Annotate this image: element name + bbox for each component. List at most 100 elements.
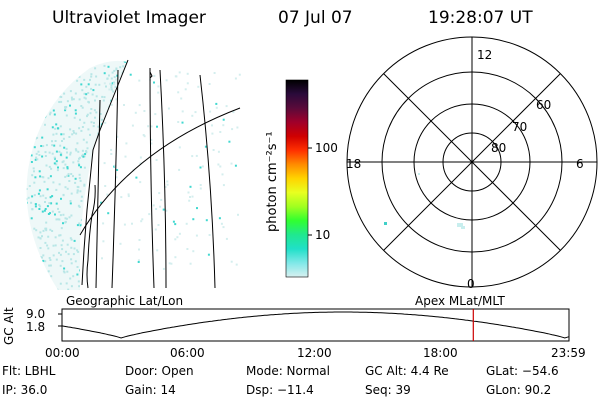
uv-pixel	[79, 179, 82, 182]
uv-pixel	[119, 202, 121, 205]
uv-pixel	[61, 239, 64, 242]
uv-pixel	[66, 166, 69, 169]
uv-pixel	[110, 289, 113, 290]
uv-pixel	[120, 135, 122, 138]
uv-pixel	[92, 159, 95, 162]
uv-pixel	[112, 83, 115, 86]
uv-pixel	[208, 83, 211, 85]
uv-pixel	[38, 274, 41, 277]
uv-pixel	[80, 219, 83, 221]
uv-pixel	[71, 98, 74, 101]
uv-pixel	[113, 76, 116, 78]
uv-pixel	[28, 123, 31, 126]
uv-pixel	[49, 228, 52, 231]
uv-pixel	[83, 78, 86, 81]
uv-pixel	[103, 281, 106, 284]
uv-emission-region	[26, 60, 128, 290]
uv-pixel	[74, 68, 77, 71]
uv-pixel	[91, 262, 94, 265]
uv-pixel	[75, 60, 78, 63]
uv-pixel	[53, 162, 56, 165]
uv-pixel	[55, 188, 58, 191]
uv-pixel	[105, 225, 108, 228]
uv-pixel	[70, 285, 73, 288]
uv-pixel	[31, 85, 34, 88]
uv-pixel	[148, 213, 151, 216]
uv-pixel	[24, 190, 26, 192]
uv-pixel	[59, 153, 62, 156]
uv-pixel	[90, 196, 93, 199]
uv-pixel	[49, 111, 52, 114]
uv-pixel	[119, 209, 122, 212]
uv-pixel	[68, 216, 71, 219]
uv-pixel	[30, 217, 33, 220]
uv-pixel	[41, 155, 44, 158]
uv-pixel	[36, 158, 39, 161]
uv-pixel	[111, 178, 114, 181]
uv-pixel	[211, 124, 213, 127]
uv-pixel	[125, 284, 128, 287]
uv-pixel	[36, 87, 39, 90]
uv-pixel	[128, 162, 130, 164]
uv-pixel	[92, 243, 95, 246]
uv-pixel	[44, 260, 47, 263]
uv-pixel	[101, 158, 104, 161]
uv-pixel	[49, 264, 52, 267]
uv-pixel	[28, 268, 31, 271]
altitude-plot-frame	[61, 308, 570, 342]
uv-pixel	[103, 129, 106, 132]
uv-pixel	[64, 163, 67, 166]
uv-pixel	[120, 100, 123, 103]
uv-pixel	[47, 235, 50, 238]
uv-pixel	[48, 165, 51, 168]
uv-pixel	[48, 151, 51, 154]
uv-pixel	[39, 113, 42, 116]
uv-pixel	[118, 92, 121, 95]
uv-pixel	[99, 287, 102, 290]
uv-pixel	[156, 125, 158, 128]
uv-pixel	[24, 275, 26, 277]
uv-pixel	[209, 110, 212, 113]
uv-pixel	[41, 136, 44, 139]
uv-pixel	[31, 73, 34, 76]
uv-pixel	[28, 185, 31, 187]
uv-pixel	[84, 274, 87, 277]
uv-pixel	[110, 153, 113, 155]
uv-pixel	[22, 274, 24, 276]
uv-pixel	[55, 123, 58, 126]
uv-pixel	[130, 80, 132, 82]
uv-pixel	[57, 218, 60, 221]
uv-pixel	[103, 162, 106, 165]
uv-pixel	[73, 239, 76, 242]
uv-pixel	[101, 178, 104, 181]
uv-pixel	[79, 224, 82, 227]
uv-pixel	[129, 266, 131, 268]
uv-pixel	[55, 160, 58, 163]
uv-pixel	[75, 71, 78, 74]
uv-pixel	[84, 209, 87, 211]
uv-pixel	[34, 106, 36, 108]
uv-pixel	[80, 83, 83, 86]
uv-pixel	[55, 72, 58, 75]
mlt-label-6: 6	[576, 157, 584, 171]
uv-pixel	[38, 204, 41, 206]
uv-pixel	[69, 71, 72, 73]
uv-pixel	[122, 116, 124, 119]
uv-pixel	[115, 193, 118, 196]
uv-pixel	[70, 238, 73, 241]
uv-pixel	[46, 205, 49, 208]
uv-pixel	[27, 252, 30, 255]
uv-pixel	[26, 250, 29, 253]
uv-pixel	[174, 256, 177, 259]
uv-pixel	[55, 291, 57, 293]
uv-pixel	[44, 67, 47, 70]
uv-pixel	[65, 282, 68, 285]
coast-fragment	[149, 71, 153, 79]
uv-pixel	[111, 163, 114, 166]
meridian-2	[149, 67, 155, 289]
uv-pixel	[26, 124, 29, 127]
uv-pixel	[102, 222, 105, 225]
uv-pixel	[103, 64, 106, 67]
uv-pixel	[137, 261, 140, 263]
